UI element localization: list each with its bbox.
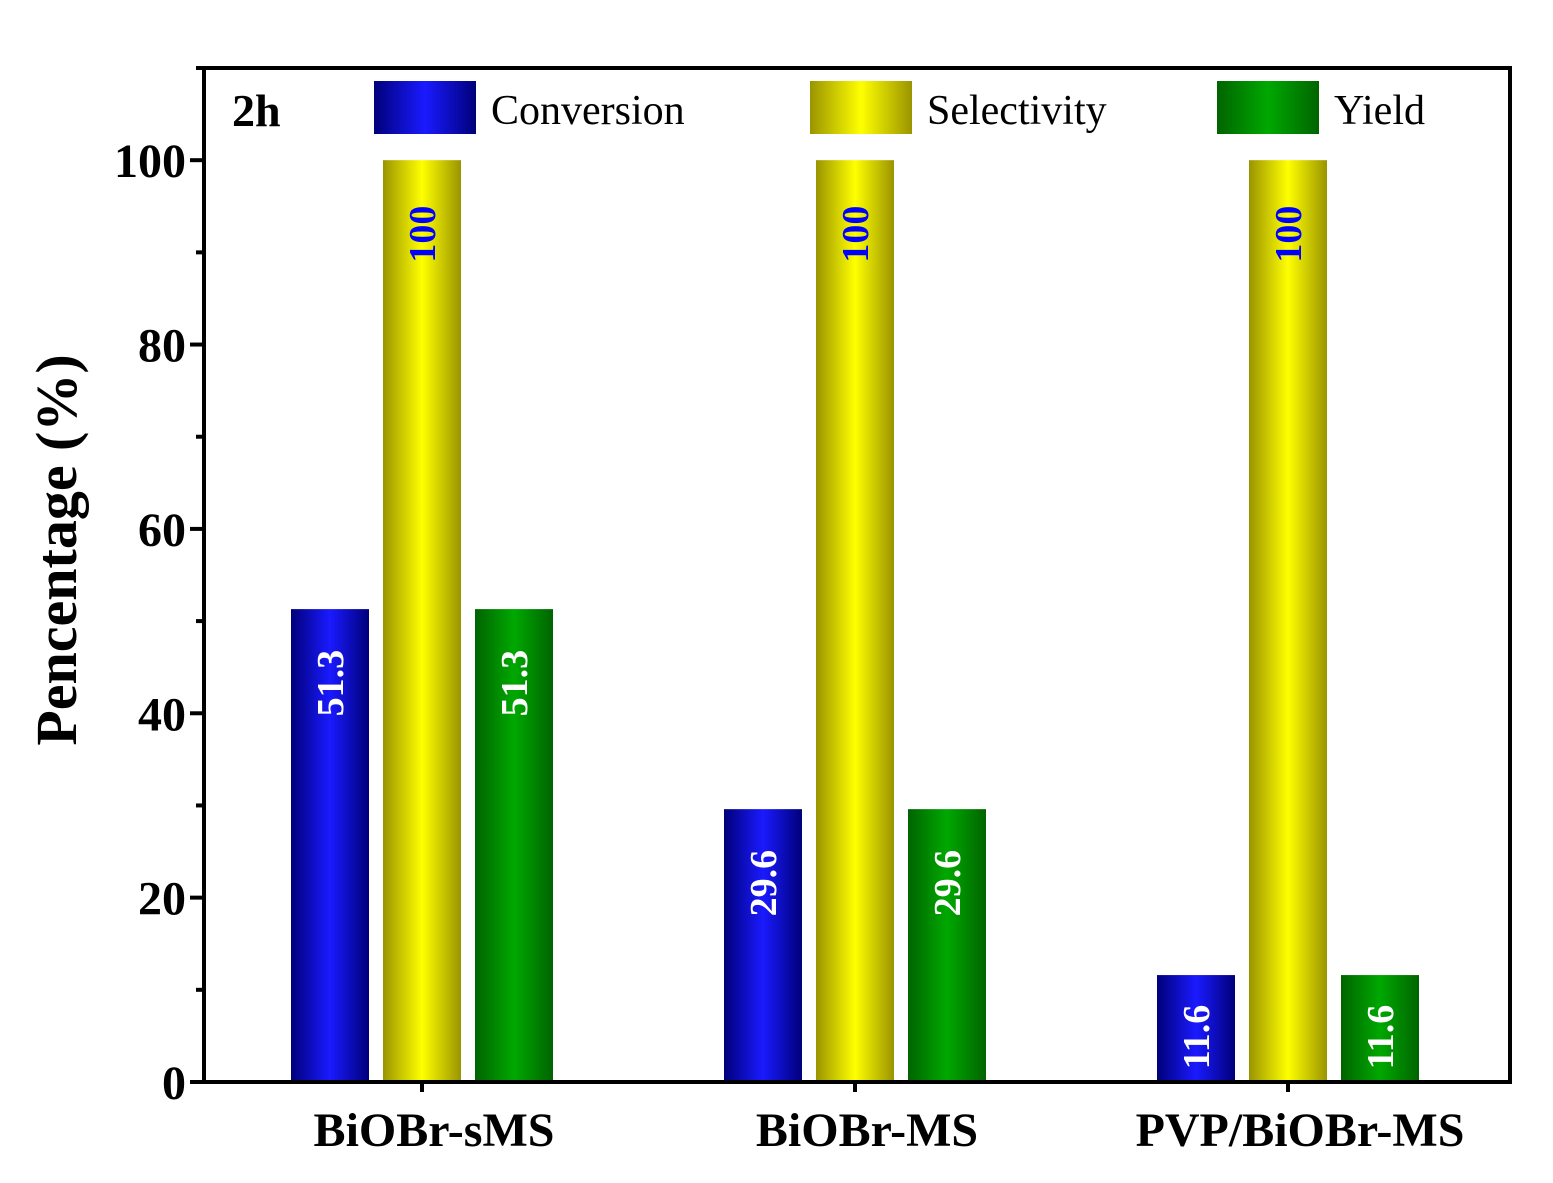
x-tick-label: BiOBr-MS — [756, 1104, 978, 1157]
bar-label-yield-0: 51.3 — [494, 650, 536, 717]
bar-label-yield-1: 29.6 — [927, 850, 969, 917]
bar-label-conversion-1: 29.6 — [743, 850, 785, 917]
bar-label-conversion-2: 11.6 — [1176, 1005, 1218, 1069]
legend-swatch-conversion — [374, 81, 476, 134]
y-tick-label: 40 — [138, 688, 186, 741]
bar-selectivity-1 — [816, 160, 894, 1082]
bar-selectivity-2 — [1249, 160, 1327, 1082]
bar-conversion-0 — [291, 609, 369, 1082]
y-tick-label: 100 — [114, 135, 186, 188]
bar-label-selectivity-0: 100 — [402, 206, 444, 263]
legend-swatch-yield — [1217, 81, 1319, 134]
bar-labels-group: 51.3 100 51.3 29.6 100 29.6 11.6 100 11.6 — [310, 206, 1402, 1070]
legend-label-conversion: Conversion — [491, 88, 685, 134]
y-axis-title: Pencentage (%) — [24, 354, 89, 745]
panel-tag: 2h — [232, 85, 281, 136]
axes-group: 0 20 40 60 80 100 BiOBr-sMS BiOBr-MS PVP/BiOBr-M… — [114, 66, 1512, 1157]
bars-group — [291, 160, 1419, 1082]
y-tick-label: 60 — [138, 504, 186, 557]
legend-swatch-selectivity — [810, 81, 912, 134]
bar-label-conversion-0: 51.3 — [310, 650, 352, 717]
legend-label-selectivity: Selectivity — [927, 88, 1107, 134]
y-tick-label: 0 — [162, 1057, 186, 1110]
bar-label-selectivity-1: 100 — [835, 206, 877, 263]
bar-yield-0 — [475, 609, 553, 1082]
bar-label-selectivity-2: 100 — [1268, 206, 1310, 263]
bar-conversion-1 — [724, 809, 802, 1082]
legend: Conversion Selectivity Yield — [374, 81, 1425, 134]
bar-selectivity-0 — [383, 160, 461, 1082]
bar-label-yield-2: 11.6 — [1360, 1005, 1402, 1069]
x-tick-label: PVP/BiOBr-MS — [1136, 1104, 1465, 1157]
y-tick-label: 20 — [138, 873, 186, 926]
bar-yield-1 — [908, 809, 986, 1082]
x-tick-label: BiOBr-sMS — [314, 1104, 555, 1157]
legend-label-yield: Yield — [1334, 88, 1425, 134]
bar-yield-2 — [1341, 975, 1419, 1082]
y-tick-label: 80 — [138, 320, 186, 373]
bar-conversion-2 — [1157, 975, 1235, 1082]
